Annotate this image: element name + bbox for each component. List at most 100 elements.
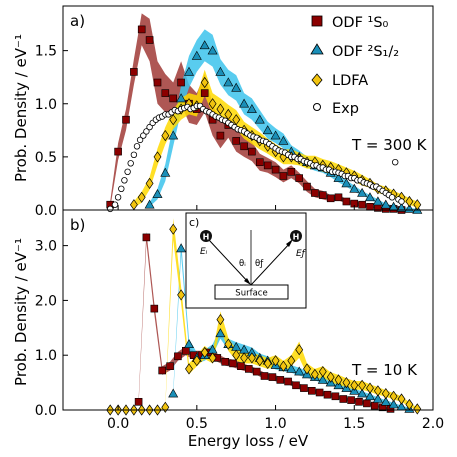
x-axis-ticks [117, 205, 434, 210]
ldfa-data-point [350, 379, 359, 391]
legend-entry-ldfa: LDFA [311, 73, 368, 89]
legend-label: ODF ¹S₀ [332, 15, 389, 31]
legend-label: Exp [332, 101, 359, 117]
odf2-data-point [191, 50, 202, 60]
odf1-data-point [142, 233, 151, 242]
odf1-data-point [182, 346, 190, 355]
ldfa-data-point [358, 379, 367, 391]
odf1-data-point [166, 362, 174, 371]
plot-frame [62, 209, 434, 411]
ldfa-data-point [295, 344, 304, 356]
panel-b: 0.0 1.0 2.0 3.0 0.0 0.5 1.0 1.5 2.0 b) Prob. De… [12, 209, 444, 450]
y-tick-label: 1.5 [35, 44, 57, 60]
square-marker-icon [311, 15, 323, 27]
odf1-data-point [315, 388, 324, 397]
legend-entry-odf2: ODF ²S₁/₂ [310, 43, 399, 60]
odf1-data-point [363, 399, 371, 408]
exp-data-point [140, 132, 147, 139]
odf2-data-point [160, 167, 171, 177]
odf1-data-point [295, 174, 304, 182]
exp-data-point [106, 205, 114, 213]
x-tick-label: 1.0 [264, 416, 286, 432]
ldfa-data-point [381, 387, 390, 400]
exp-data-point [121, 177, 128, 184]
odf1-data-point [323, 390, 332, 399]
odf1-data-point [263, 161, 272, 170]
odf2-data-point [364, 391, 376, 401]
odf2-data-point [262, 125, 273, 135]
atom-label: H [203, 233, 210, 242]
odf1-data-point [366, 203, 374, 211]
odf1-data-point [292, 381, 300, 390]
odf1-data-point [221, 357, 229, 366]
odf1-data-point [169, 94, 177, 103]
hydrogen-atom-icon [200, 230, 212, 242]
inset-label: c) [189, 216, 199, 229]
odf1-data-point [271, 165, 280, 174]
incident-angle-label: θᵢ [239, 259, 246, 269]
odf1-data-point [287, 168, 296, 176]
x-axis-label: Energy loss / eV [188, 432, 309, 450]
odf1-data-point [200, 89, 209, 97]
ldfa-data-point [334, 374, 343, 386]
odf1-data-point [326, 194, 335, 203]
odf1-data-point [276, 376, 285, 384]
odf2-data-point [215, 66, 226, 76]
odf1-data-point [122, 115, 130, 124]
odf2-data-point [176, 93, 187, 103]
exp-data-point [388, 194, 396, 201]
exp-data-point [146, 123, 153, 131]
odf2-data-point [317, 374, 328, 384]
exp-data-point [124, 168, 131, 175]
y-tick-label: 0.5 [35, 150, 57, 166]
ldfa-data-point [200, 346, 209, 359]
final-energy-label: Eƒ [296, 249, 307, 259]
odf1-data-point [150, 304, 159, 313]
ldfa-data-point [169, 114, 178, 126]
odf2-data-point [372, 196, 383, 206]
exp-data-point [133, 143, 141, 150]
panel-label: a) [70, 12, 85, 30]
exp-data-point [127, 160, 134, 167]
legend-entry-odf1: ODF ¹S₀ [311, 15, 389, 31]
x-tick-label: 1.5 [343, 416, 365, 432]
ldfa-data-point [389, 390, 398, 402]
ldfa-data-point [224, 338, 233, 350]
odf1-data-point [311, 189, 319, 197]
odf1-data-point [252, 367, 261, 376]
odf2-data-point [357, 187, 368, 197]
odf2-data-point [199, 40, 210, 50]
odf1-data-point [216, 131, 225, 140]
odf2-data-point [246, 103, 257, 113]
diamond-marker-icon [311, 73, 323, 87]
odf2-data-point [278, 135, 289, 145]
ldfa-data-point [216, 103, 225, 115]
atom-label: H [293, 233, 300, 242]
circle-marker-icon [313, 103, 321, 111]
scattered-trajectory [250, 241, 292, 286]
data-markers [106, 25, 423, 214]
ldfa-data-point [240, 352, 249, 364]
odf1-data-point [240, 142, 248, 151]
ldfa-data-point [405, 195, 414, 208]
surface-label: Surface [235, 289, 267, 299]
odf2-data-point [152, 188, 163, 198]
odf1-data-point [248, 147, 256, 156]
panel-label: b) [70, 216, 85, 234]
odf1-data-point [161, 89, 170, 97]
odf2-data-point [168, 130, 179, 140]
exp-data-point [118, 185, 125, 192]
ldfa-data-point [373, 385, 382, 397]
legend-entry-exp: Exp [313, 101, 359, 117]
odf2-data-point [286, 363, 297, 373]
odf1-data-point [334, 193, 343, 202]
odf1-data-point [245, 365, 253, 373]
final-angle-label: θƒ [255, 259, 264, 269]
ldfa-data-point [287, 355, 296, 367]
odf1-data-point [300, 384, 308, 392]
ldfa-data-point [255, 355, 264, 367]
odf2-data-point [270, 130, 281, 140]
ldfa-data-point [263, 357, 272, 370]
exp-data-point [114, 194, 122, 201]
odf1-data-point [134, 397, 143, 406]
